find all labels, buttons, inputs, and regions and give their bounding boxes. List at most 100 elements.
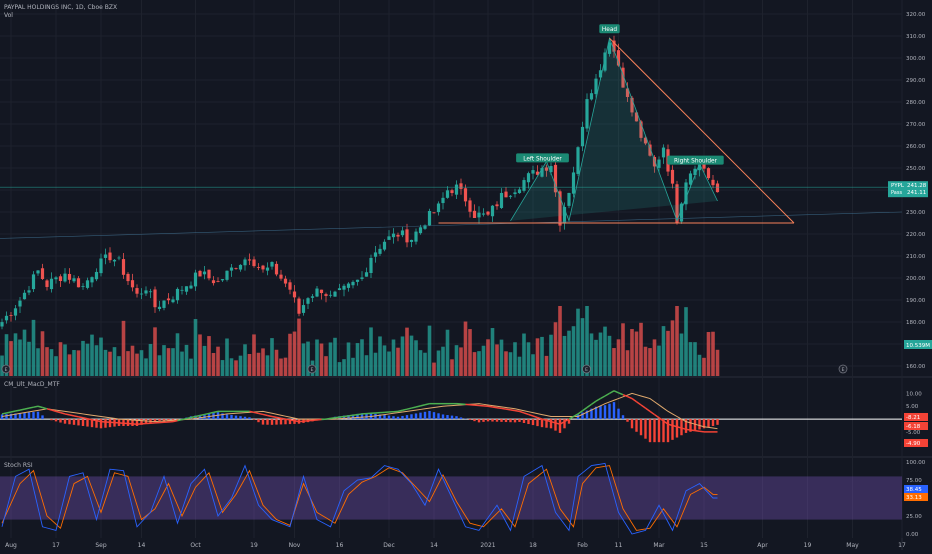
volume-bar xyxy=(230,358,234,376)
volume-bar xyxy=(653,339,657,376)
volume-bar xyxy=(122,321,126,376)
symbol-legend[interactable]: PAYPAL HOLDINGS INC, 1D, Cboe BZX xyxy=(4,4,117,11)
time-axis-label: 16 xyxy=(336,542,344,549)
candle-body xyxy=(347,284,350,288)
volume-bar xyxy=(576,309,580,376)
macd-histogram-bar xyxy=(104,419,106,428)
candle-body xyxy=(23,293,26,299)
candle-body xyxy=(221,279,224,280)
volume-bar xyxy=(657,346,661,376)
volume-bar xyxy=(45,347,49,376)
stoch-legend[interactable]: Stoch RSI xyxy=(4,462,33,469)
volume-bar xyxy=(531,354,535,376)
macd-line-segment xyxy=(335,417,340,418)
stoch-badge: 38.45 xyxy=(906,487,922,493)
volume-bar xyxy=(81,341,85,376)
macd-line-segment xyxy=(421,405,426,406)
macd-histogram-bar xyxy=(527,419,529,424)
macd-line-segment xyxy=(497,408,502,409)
volume-bar xyxy=(455,345,459,376)
macd-line-segment xyxy=(214,411,219,412)
time-axis-label: Apr xyxy=(757,542,768,549)
volume-bar xyxy=(392,340,396,376)
candle-body xyxy=(171,299,174,302)
candle-body xyxy=(302,305,305,313)
candle-body xyxy=(153,289,156,307)
candle-body xyxy=(230,268,233,271)
macd-histogram-bar xyxy=(433,412,435,419)
candle-body xyxy=(284,279,287,284)
volume-bar xyxy=(50,349,54,376)
candle-body xyxy=(576,147,579,174)
candle-body xyxy=(216,281,219,282)
candle-body xyxy=(324,294,327,296)
candle-body xyxy=(14,308,17,315)
volume-bar xyxy=(68,354,72,376)
candle-body xyxy=(68,274,71,280)
price-pane xyxy=(0,0,902,376)
macd-histogram-bar xyxy=(658,419,660,442)
volume-bar xyxy=(378,336,382,376)
candle-body xyxy=(306,298,309,304)
volume-bar xyxy=(108,352,112,376)
macd-histogram-bar xyxy=(428,411,430,419)
volume-bar xyxy=(572,326,576,376)
volume-bar xyxy=(437,351,441,376)
volume-bar xyxy=(288,334,292,376)
volume-bar xyxy=(77,350,81,376)
volume-legend[interactable]: Vol xyxy=(4,12,13,19)
volume-bar xyxy=(189,359,193,376)
macd-line-segment xyxy=(326,418,331,419)
candle-body xyxy=(5,316,8,321)
volume-bar xyxy=(171,348,175,376)
macd-histogram-bar xyxy=(32,412,34,419)
candle-body xyxy=(18,301,21,307)
macd-histogram-bar xyxy=(478,419,480,422)
candle-body xyxy=(32,274,35,289)
macd-histogram-bar xyxy=(653,419,655,442)
macd-legend[interactable]: CM_Ult_MacD_MTF xyxy=(4,381,60,388)
price-axis-label: 260.00 xyxy=(906,144,926,150)
candle-body xyxy=(158,307,161,309)
price-axis-label: 280.00 xyxy=(906,100,926,106)
candle-body xyxy=(212,280,215,283)
candle-body xyxy=(198,271,201,277)
volume-bar xyxy=(86,344,90,376)
volume-bar xyxy=(626,350,630,376)
macd-line-segment xyxy=(209,412,214,413)
volume-bar xyxy=(41,331,45,376)
price-badge-sub-label: Pass xyxy=(891,190,902,196)
time-axis-label: 14 xyxy=(430,542,438,549)
candle-body xyxy=(54,277,57,279)
candle-body xyxy=(36,270,39,273)
volume-bar xyxy=(495,344,499,376)
time-axis-label: 19 xyxy=(804,542,812,549)
macd-line-segment xyxy=(268,415,273,416)
earnings-marker-label: E xyxy=(311,367,314,373)
time-axis-label: 15 xyxy=(700,542,708,549)
macd-histogram-bar xyxy=(617,409,619,419)
macd-histogram-bar xyxy=(73,419,75,425)
candle-body xyxy=(41,268,44,279)
macd-histogram-bar xyxy=(536,419,538,426)
candle-body xyxy=(455,185,458,195)
macd-histogram-bar xyxy=(604,405,606,419)
macd-histogram-bar xyxy=(635,419,637,432)
candle-body xyxy=(311,296,314,298)
candle-body xyxy=(711,180,714,185)
volume-bar xyxy=(59,342,63,376)
candle-body xyxy=(513,192,516,194)
macd-histogram-bar xyxy=(455,416,457,419)
candle-body xyxy=(482,213,485,214)
volume-bar xyxy=(284,358,288,376)
price-axis-label: 270.00 xyxy=(906,122,926,128)
macd-histogram-bar xyxy=(613,402,615,419)
volume-bar xyxy=(554,322,558,376)
volume-bar xyxy=(405,328,409,376)
candle-body xyxy=(279,275,282,279)
price-badge-symbol: PYPL xyxy=(891,183,905,189)
volume-bar xyxy=(158,355,162,376)
macd-histogram-bar xyxy=(451,416,453,419)
volume-bar xyxy=(671,320,675,376)
